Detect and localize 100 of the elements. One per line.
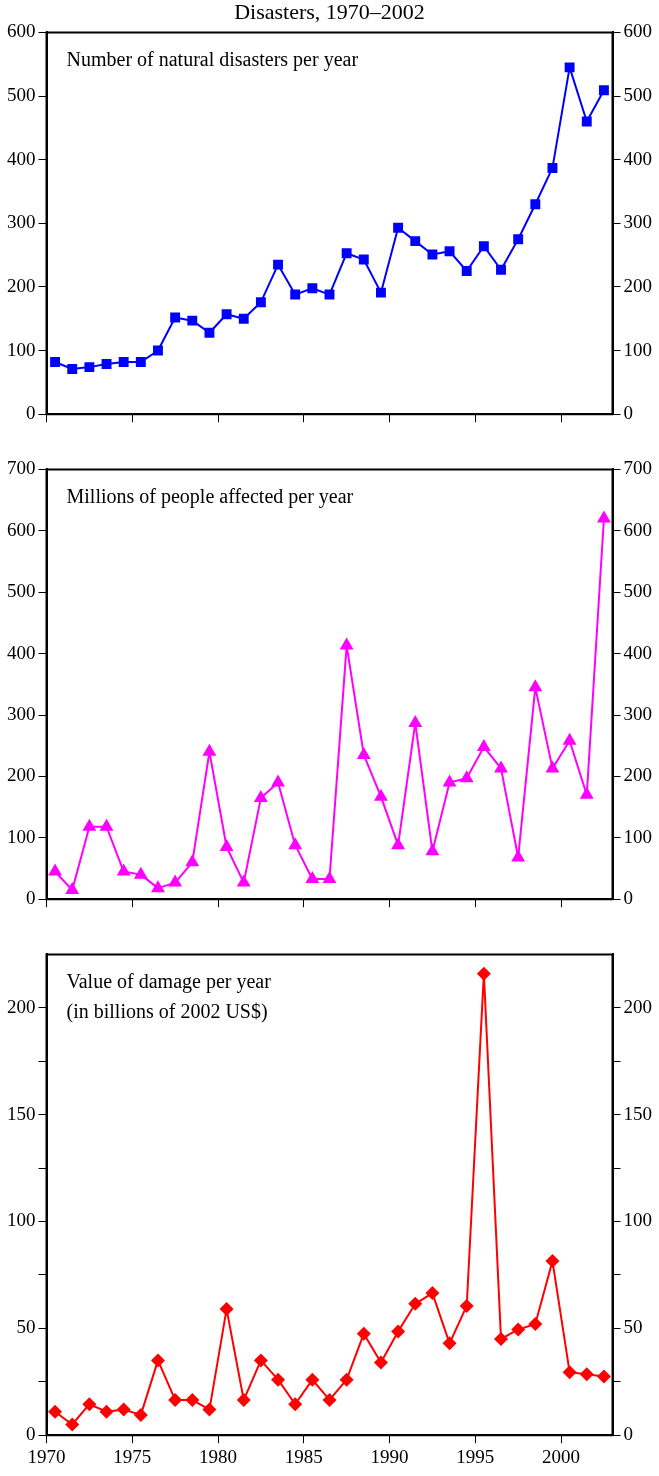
y-tick-label: 200	[7, 764, 36, 786]
point	[442, 1336, 457, 1351]
point	[391, 1324, 406, 1339]
annotation: Value of damage per year (in billions of 2002 US$)	[66, 969, 272, 1023]
y-tick-label: 100	[7, 338, 36, 360]
x-tick-label: 1990	[370, 1445, 409, 1467]
point	[442, 774, 457, 787]
point	[427, 249, 438, 260]
point	[425, 1286, 440, 1301]
point	[459, 1298, 474, 1313]
y-tick-label: 400	[7, 147, 36, 169]
point	[476, 966, 491, 981]
y2-tick-label: 100	[623, 825, 652, 847]
y2-tick-label: 700	[623, 457, 652, 479]
point	[99, 818, 114, 831]
y-tick-label: 700	[7, 457, 36, 479]
point	[65, 1417, 80, 1432]
point	[598, 85, 609, 96]
point	[410, 236, 421, 247]
point	[597, 510, 611, 523]
y2-tick-label: 100	[623, 1209, 652, 1231]
point	[204, 327, 215, 338]
chart-title: Disasters, 1970–2002	[234, 0, 425, 24]
point	[255, 297, 266, 308]
y-tick-label: 200	[7, 995, 36, 1017]
point	[478, 241, 489, 252]
y2-tick-label: 100	[623, 338, 652, 360]
x-tick-label: 1985	[284, 1445, 323, 1467]
point	[84, 362, 95, 373]
point	[202, 743, 217, 756]
point	[324, 289, 335, 300]
point	[168, 874, 183, 887]
point	[116, 863, 131, 876]
y2-tick-label: 0	[623, 1423, 633, 1445]
y-tick-label: 50	[16, 1316, 36, 1338]
point	[581, 116, 592, 127]
y-tick-label: 100	[7, 825, 36, 847]
point	[253, 1353, 268, 1368]
point	[151, 880, 165, 893]
y2-tick-label: 400	[623, 641, 652, 663]
point	[50, 357, 61, 367]
point	[48, 863, 62, 876]
point	[133, 1407, 148, 1422]
point	[273, 259, 283, 270]
point	[118, 357, 129, 367]
point	[494, 760, 508, 773]
point	[253, 789, 268, 802]
x-tick-label: 1970	[27, 1445, 66, 1467]
point	[82, 818, 97, 831]
y2-tick-label: 50	[623, 1316, 643, 1338]
point	[476, 738, 491, 751]
y-tick-label: 100	[7, 1209, 36, 1231]
point	[322, 870, 337, 883]
point	[219, 1302, 234, 1317]
point	[545, 760, 560, 773]
point	[48, 1404, 63, 1419]
point	[339, 1372, 354, 1387]
point	[116, 1402, 131, 1417]
point	[562, 1365, 577, 1380]
annotation: Number of natural disasters per year	[66, 47, 359, 71]
y2-tick-label: 300	[623, 702, 652, 724]
point	[408, 714, 423, 727]
y2-tick-label: 300	[623, 211, 652, 233]
y2-tick-label: 200	[623, 274, 652, 296]
annotation: Millions of people affected per year	[66, 484, 354, 508]
point	[153, 345, 163, 356]
point	[135, 357, 146, 367]
point	[496, 264, 506, 275]
point	[288, 1397, 303, 1412]
y-tick-label: 0	[26, 1423, 36, 1445]
point	[376, 287, 386, 298]
point	[202, 1402, 217, 1417]
point	[99, 1404, 114, 1419]
y2-tick-label: 600	[623, 518, 652, 540]
point	[271, 774, 285, 787]
y-tick-label: 0	[26, 887, 36, 909]
point	[185, 854, 200, 867]
point	[219, 839, 234, 852]
y2-tick-label: 0	[623, 887, 633, 909]
point	[170, 312, 181, 323]
point	[185, 1392, 200, 1407]
y2-tick-label: 150	[623, 1102, 652, 1124]
point	[168, 1392, 183, 1407]
point	[236, 1392, 251, 1407]
point	[596, 1369, 611, 1384]
y2-tick-label: 400	[623, 147, 652, 169]
y-tick-label: 500	[7, 84, 36, 106]
point	[238, 313, 249, 324]
y-tick-label: 0	[26, 402, 36, 424]
point	[290, 289, 301, 300]
x-tick-label: 1975	[113, 1445, 152, 1467]
x-tick-label: 2000	[542, 1445, 581, 1467]
point	[82, 1397, 97, 1412]
point	[322, 1392, 337, 1407]
point	[513, 234, 524, 245]
point	[305, 1372, 320, 1387]
point	[236, 874, 251, 887]
point	[221, 309, 232, 320]
point	[444, 246, 455, 257]
point	[511, 1322, 526, 1337]
